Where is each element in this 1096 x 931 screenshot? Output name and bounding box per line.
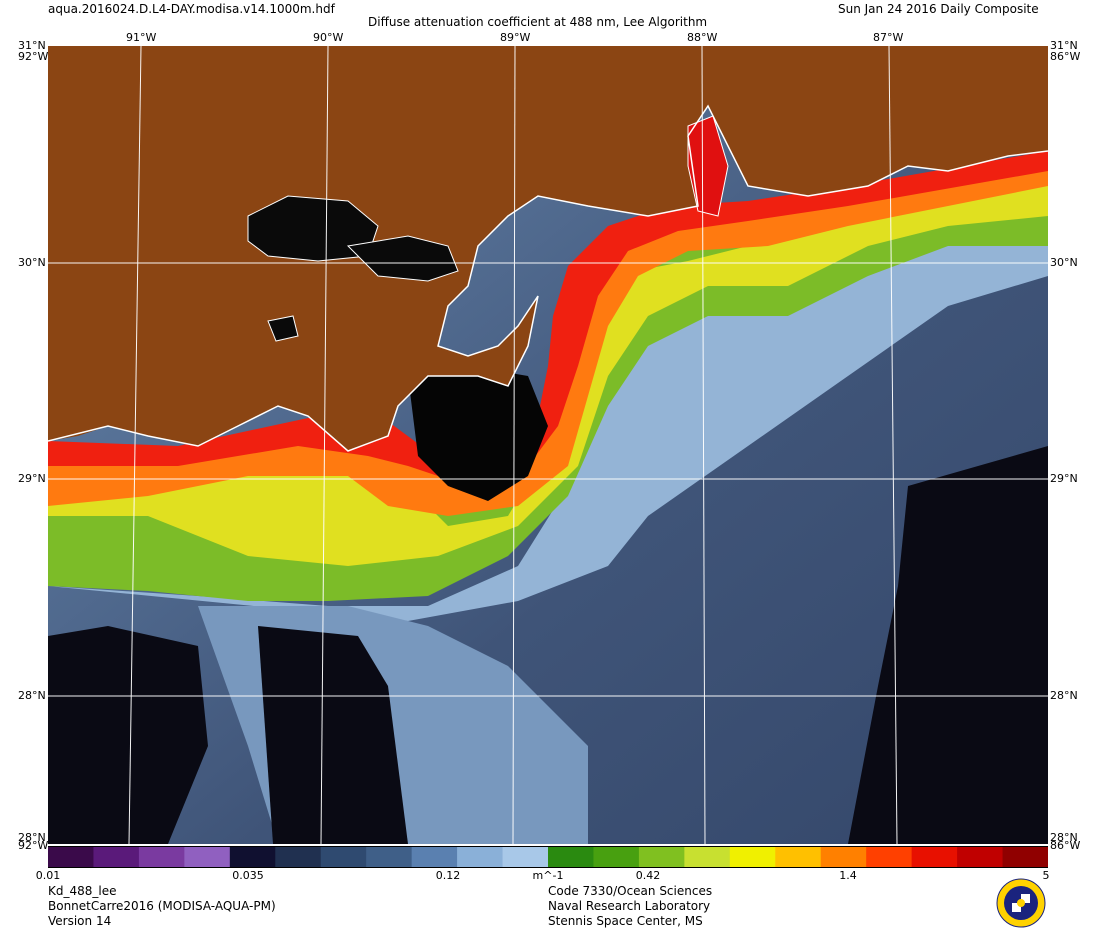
scale-tick-0.42: 0.42: [635, 869, 661, 882]
lat-label-29n-left: 29°N: [18, 472, 46, 485]
colorbar-segment: [229, 847, 276, 867]
no-data-offshore-east: [848, 446, 1048, 844]
lat-label-30n-left: 30°N: [18, 256, 46, 269]
colorbar-segment: [593, 847, 640, 867]
color-scale-bar: [48, 846, 1048, 868]
corner-bottom-right-lon: 86°W: [1050, 839, 1081, 852]
colorbar-segment: [1002, 847, 1048, 867]
colorbar-segment: [48, 847, 94, 867]
lon-label-91w: 91°W: [126, 31, 157, 44]
lat-label-28n-right: 28°N: [1050, 689, 1078, 702]
file-name: aqua.2016024.D.L4-DAY.modisa.v14.1000m.h…: [48, 2, 335, 16]
colorbar-segment: [638, 847, 685, 867]
kd488-map: [48, 46, 1048, 844]
colorbar-segment: [320, 847, 367, 867]
colorbar-segment: [548, 847, 594, 867]
grid-lon-91: [128, 46, 142, 844]
lon-label-90w: 90°W: [313, 31, 344, 44]
colorbar-segment: [820, 847, 867, 867]
dataset-name: BonnetCarre2016 (MODISA-AQUA-PM): [48, 899, 276, 913]
no-data-delta: [408, 366, 548, 501]
map-title: Diffuse attenuation coefficient at 488 n…: [368, 15, 708, 29]
corner-bottom-left-lon: 92°W: [18, 839, 49, 852]
scale-tick-0.035: 0.035: [232, 869, 264, 882]
lon-label-87w: 87°W: [873, 31, 904, 44]
colorbar-segment: [729, 847, 776, 867]
small-lake: [267, 315, 299, 342]
colorbar-segment: [457, 847, 504, 867]
scale-unit: m^-1: [532, 869, 564, 882]
colorbar-segment: [184, 847, 231, 867]
nrl-seal-logo: [996, 878, 1046, 928]
product-name: Kd_488_lee: [48, 884, 117, 898]
colorbar-segment: [275, 847, 322, 867]
corner-top-left-lat: 31°N: [18, 39, 46, 52]
grid-lon-87: [888, 46, 898, 844]
red-nearshore-band: [48, 151, 1048, 486]
scale-tick-1.4: 1.4: [839, 869, 857, 882]
grid-lon-88: [701, 46, 706, 844]
colorbar-segment: [911, 847, 958, 867]
colorbar-segment: [775, 847, 822, 867]
colorbar-segment: [138, 847, 185, 867]
colorbar-segment: [684, 847, 731, 867]
lat-label-28n-left: 28°N: [18, 689, 46, 702]
colorbar-segment: [366, 847, 413, 867]
no-data-south-center: [258, 626, 408, 844]
corner-bottom-left-lat: 28°N: [18, 831, 46, 844]
colorbar-segment: [93, 847, 140, 867]
scale-tick-5: 5: [1042, 869, 1050, 882]
lon-label-89w: 89°W: [500, 31, 531, 44]
corner-top-left-lon: 92°W: [18, 50, 49, 63]
coastline: [48, 104, 1048, 452]
date-label: Sun Jan 24 2016 Daily Composite: [838, 2, 1039, 16]
no-data-offshore-west: [48, 626, 208, 844]
lon-label-88w: 88°W: [687, 31, 718, 44]
colorbar-segment: [957, 847, 1004, 867]
corner-bottom-right-lat: 28°N: [1050, 831, 1078, 844]
lat-label-29n-right: 29°N: [1050, 472, 1078, 485]
land-mass: [48, 46, 1048, 451]
corner-top-right-lat: 31°N: [1050, 39, 1078, 52]
grid-lon-89: [512, 46, 516, 844]
lat-label-30n-right: 30°N: [1050, 256, 1078, 269]
colorbar-segment: [502, 847, 549, 867]
org-location: Stennis Space Center, MS: [548, 914, 703, 928]
org-code: Code 7330/Ocean Sciences: [548, 884, 713, 898]
scale-tick-0.01: 0.01: [35, 869, 61, 882]
version-label: Version 14: [48, 914, 112, 928]
grid-lon-90: [320, 46, 329, 844]
colorbar-segment: [866, 847, 913, 867]
colorbar-segment: [411, 847, 458, 867]
lake-borgne: [346, 235, 459, 282]
org-name: Naval Research Laboratory: [548, 899, 711, 913]
corner-top-right-lon: 86°W: [1050, 50, 1081, 63]
scale-tick-0.12: 0.12: [435, 869, 461, 882]
